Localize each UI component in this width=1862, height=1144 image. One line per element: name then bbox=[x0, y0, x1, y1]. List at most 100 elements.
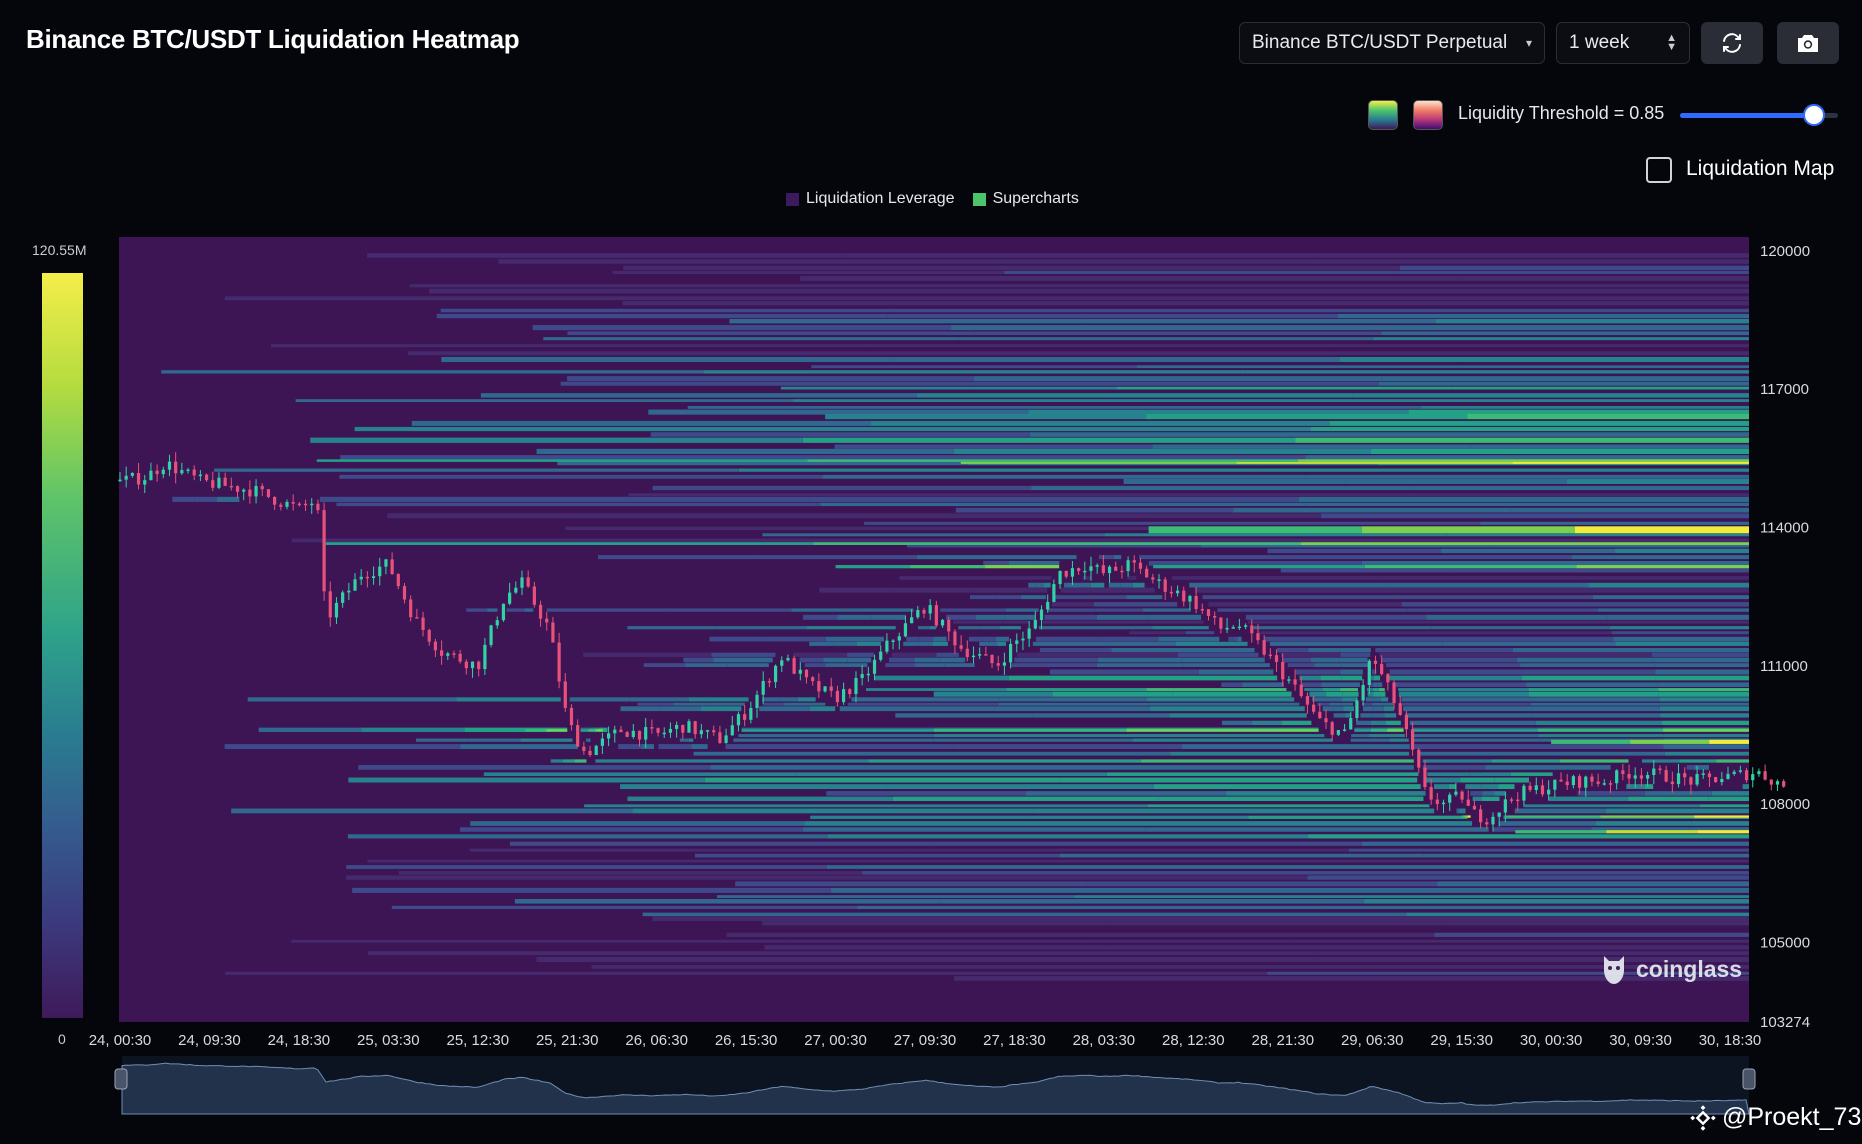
liquidation-level bbox=[793, 399, 1291, 403]
candle-body bbox=[452, 653, 456, 655]
candle-body bbox=[736, 714, 741, 726]
x-tick-label: 26, 06:30 bbox=[625, 1032, 688, 1049]
liquidation-level-strong bbox=[1600, 815, 1695, 818]
liquidation-level bbox=[1395, 925, 1749, 931]
viridis-palette-button[interactable] bbox=[1368, 100, 1398, 130]
candle-body bbox=[866, 673, 870, 676]
period-select[interactable]: 1 week ▲ ▼ bbox=[1556, 22, 1690, 64]
liquidation-level bbox=[1090, 595, 1127, 600]
credit-text: @Proekt_73 bbox=[1722, 1103, 1862, 1131]
liquidation-level bbox=[810, 815, 1030, 819]
candle-body bbox=[594, 745, 598, 755]
liquidation-level bbox=[1135, 602, 1178, 607]
liquidation-level bbox=[1011, 265, 1400, 271]
liquidation-level bbox=[1663, 734, 1749, 738]
liquidation-level bbox=[1172, 691, 1292, 697]
liquidation-level-strong bbox=[1236, 461, 1513, 464]
liquidation-level bbox=[1398, 688, 1529, 691]
candle-body bbox=[872, 659, 877, 674]
liquidation-level bbox=[823, 657, 848, 663]
candle-body bbox=[860, 674, 864, 678]
liquidation-level bbox=[1607, 614, 1749, 620]
candle-body bbox=[526, 577, 530, 587]
candle-body bbox=[761, 681, 765, 695]
liquidation-level bbox=[1175, 641, 1248, 646]
liquidation-level bbox=[727, 663, 769, 667]
threshold-slider-thumb[interactable] bbox=[1803, 104, 1826, 126]
liquidation-level bbox=[1403, 706, 1532, 712]
screenshot-button[interactable] bbox=[1777, 22, 1839, 64]
liquidation-level bbox=[1494, 777, 1530, 783]
liquidation-level bbox=[709, 702, 745, 706]
liquidation-level bbox=[391, 905, 858, 910]
liquidation-level-strong bbox=[1662, 729, 1749, 732]
liquidation-level bbox=[1655, 675, 1749, 681]
candle-body bbox=[1070, 568, 1075, 577]
liquidation-level bbox=[1105, 945, 1447, 950]
liquidation-level bbox=[1339, 356, 1749, 363]
candle-body bbox=[1089, 566, 1093, 571]
liquidation-level bbox=[969, 595, 996, 600]
candle-body bbox=[1565, 781, 1569, 786]
liquidation-level bbox=[953, 957, 1371, 963]
candle-body bbox=[1701, 773, 1705, 775]
liquidation-level bbox=[1528, 688, 1659, 691]
liquidation-level bbox=[567, 331, 975, 336]
liquidation-map-checkbox[interactable] bbox=[1646, 157, 1672, 183]
liquidation-level bbox=[1413, 734, 1539, 738]
liquidation-level bbox=[1609, 626, 1749, 630]
legend-item-liquidation-leverage[interactable]: Liquidation Leverage bbox=[786, 190, 955, 208]
liquidation-level bbox=[1080, 932, 1435, 937]
refresh-button[interactable] bbox=[1701, 22, 1763, 64]
candle-body bbox=[1188, 595, 1192, 602]
liquidation-level bbox=[1510, 507, 1749, 513]
liquidation-level bbox=[543, 337, 959, 341]
y-tick-label: 111000 bbox=[1760, 658, 1808, 675]
liquidation-level bbox=[1129, 275, 1459, 281]
liquidation-level-strong bbox=[1370, 729, 1388, 732]
liquidation-level bbox=[352, 697, 457, 702]
x-tick-label: 29, 06:30 bbox=[1341, 1032, 1404, 1049]
liquidation-level bbox=[1664, 751, 1749, 756]
candle-body bbox=[1107, 566, 1112, 574]
candle-body bbox=[644, 727, 648, 740]
liquidation-level bbox=[587, 738, 589, 742]
threshold-slider[interactable] bbox=[1680, 104, 1838, 126]
candle-body bbox=[1361, 685, 1365, 701]
liquidation-level bbox=[1129, 631, 1158, 635]
liquidation-level bbox=[1314, 663, 1342, 667]
liquidation-level bbox=[1591, 827, 1690, 832]
navigator-handle-left[interactable] bbox=[114, 1068, 128, 1090]
candle-body bbox=[143, 480, 147, 485]
liquidation-level bbox=[687, 405, 1055, 409]
liquidation-level bbox=[1659, 697, 1749, 702]
liquidation-level bbox=[224, 296, 746, 301]
liquidation-level bbox=[1708, 796, 1749, 802]
legend-item-supercharts[interactable]: Supercharts bbox=[972, 190, 1079, 208]
magma-palette-button[interactable] bbox=[1413, 100, 1443, 130]
liquidation-level bbox=[688, 738, 694, 742]
pair-select[interactable]: Binance BTC/USDT Perpetual ▾ bbox=[1239, 22, 1545, 64]
candle-body bbox=[396, 574, 400, 587]
liquidation-level bbox=[1401, 697, 1531, 702]
liquidation-level bbox=[1373, 682, 1378, 687]
candle-body bbox=[916, 610, 920, 618]
liquidation-level bbox=[1660, 713, 1749, 718]
liquidation-level bbox=[917, 555, 1077, 560]
liquidation-level bbox=[1282, 344, 1749, 348]
candle-body bbox=[167, 461, 172, 470]
liquidation-level bbox=[1028, 582, 1036, 588]
liquidation-level-strong bbox=[1697, 830, 1749, 834]
liquidation-level bbox=[1309, 887, 1749, 893]
navigator-handle-right[interactable] bbox=[1742, 1068, 1756, 1090]
liquidation-level bbox=[804, 663, 826, 667]
candle-body bbox=[1231, 627, 1235, 629]
liquidation-level bbox=[470, 821, 805, 826]
candle-body bbox=[1528, 785, 1532, 791]
liquidation-level bbox=[764, 945, 1106, 950]
liquidation-level bbox=[983, 560, 1009, 566]
liquidation-level bbox=[1460, 777, 1495, 783]
liquidation-level bbox=[1711, 791, 1749, 796]
liquidation-level bbox=[1614, 548, 1749, 554]
